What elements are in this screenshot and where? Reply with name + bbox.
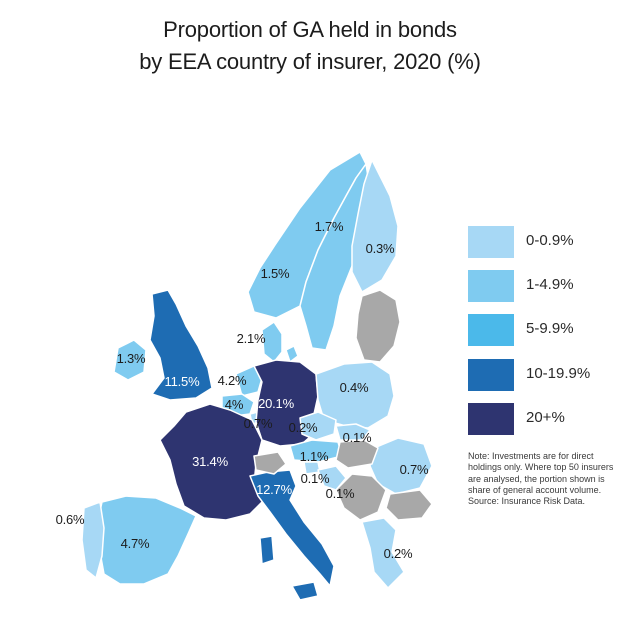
legend-swatch [468,403,514,435]
label-denmark: 2.1% [237,331,266,346]
country-united-kingdom [149,289,213,401]
legend-item-10-19-9: 10-19.9% [468,359,608,391]
label-netherlands: 4.2% [218,373,247,388]
country-greece [361,517,405,589]
legend-swatch [468,226,514,258]
label-romania: 0.7% [400,462,429,477]
country-france [159,403,265,521]
label-germany: 20.1% [258,396,295,411]
legend-swatch [468,359,514,391]
country-denmark [285,345,299,363]
country-italy [249,469,335,587]
legend-label: 20+% [526,409,565,426]
title-line-2: by EEA country of insurer, 2020 (%) [139,49,481,74]
legend-item-5-9-9: 5-9.9% [468,314,608,346]
label-croatia: 0.1% [326,486,355,501]
legend-label: 10-19.9% [526,365,591,382]
legend-swatch [468,270,514,302]
label-spain: 4.7% [121,536,150,551]
country-ireland [113,339,147,381]
country-italy [291,581,319,601]
country-finland [351,159,399,293]
label-norway: 1.5% [261,266,290,281]
label-sweden: 1.7% [315,219,344,234]
title-line-1: Proportion of GA held in bonds [163,17,457,42]
label-austria: 1.1% [300,449,329,464]
country-baltics [355,289,401,363]
chart-title: Proportion of GA held in bonds by EEA co… [0,14,620,78]
country-hungary [335,439,379,469]
label-finland: 0.3% [366,241,395,256]
country-switzerland [253,451,287,475]
legend-swatch [468,314,514,346]
footnote: Note: Investments are for direct holding… [468,451,614,507]
country-czechia [299,411,337,441]
country-netherlands [235,365,263,397]
country-portugal [81,501,105,579]
country-labels: 1.5%1.7%0.3%2.1%1.3%11.5% 4.2%4%0.7%20.1%… [56,219,430,561]
label-ireland: 1.3% [117,351,146,366]
country-italy [259,535,275,565]
label-italy: 12.7% [256,482,293,497]
legend-label: 5-9.9% [526,320,574,337]
label-portugal: 0.6% [56,512,85,527]
country-balkans [335,473,387,521]
legend-item-1-4-9: 1-4.9% [468,270,608,302]
label-luxembourg: 0.7% [244,416,273,431]
country-shapes [81,151,433,601]
country-slovakia [335,423,371,441]
legend-item-20-plus: 20+% [468,403,608,435]
label-france: 31.4% [192,454,229,469]
label-czechia: 0.2% [289,420,318,435]
label-slovakia: 0.1% [343,430,372,445]
legend-label: 1-4.9% [526,276,574,293]
legend-label: 0-0.9% [526,232,574,249]
label-poland: 0.4% [340,380,369,395]
country-romania [369,437,433,495]
label-slovenia: 0.1% [301,471,330,486]
legend-item-0-0-9: 0-0.9% [468,226,608,258]
country-bulgaria [385,489,433,521]
label-belgium: 4% [225,397,244,412]
label-united-kingdom: 11.5% [165,374,201,389]
country-denmark [261,321,283,363]
label-greece: 0.2% [384,546,413,561]
